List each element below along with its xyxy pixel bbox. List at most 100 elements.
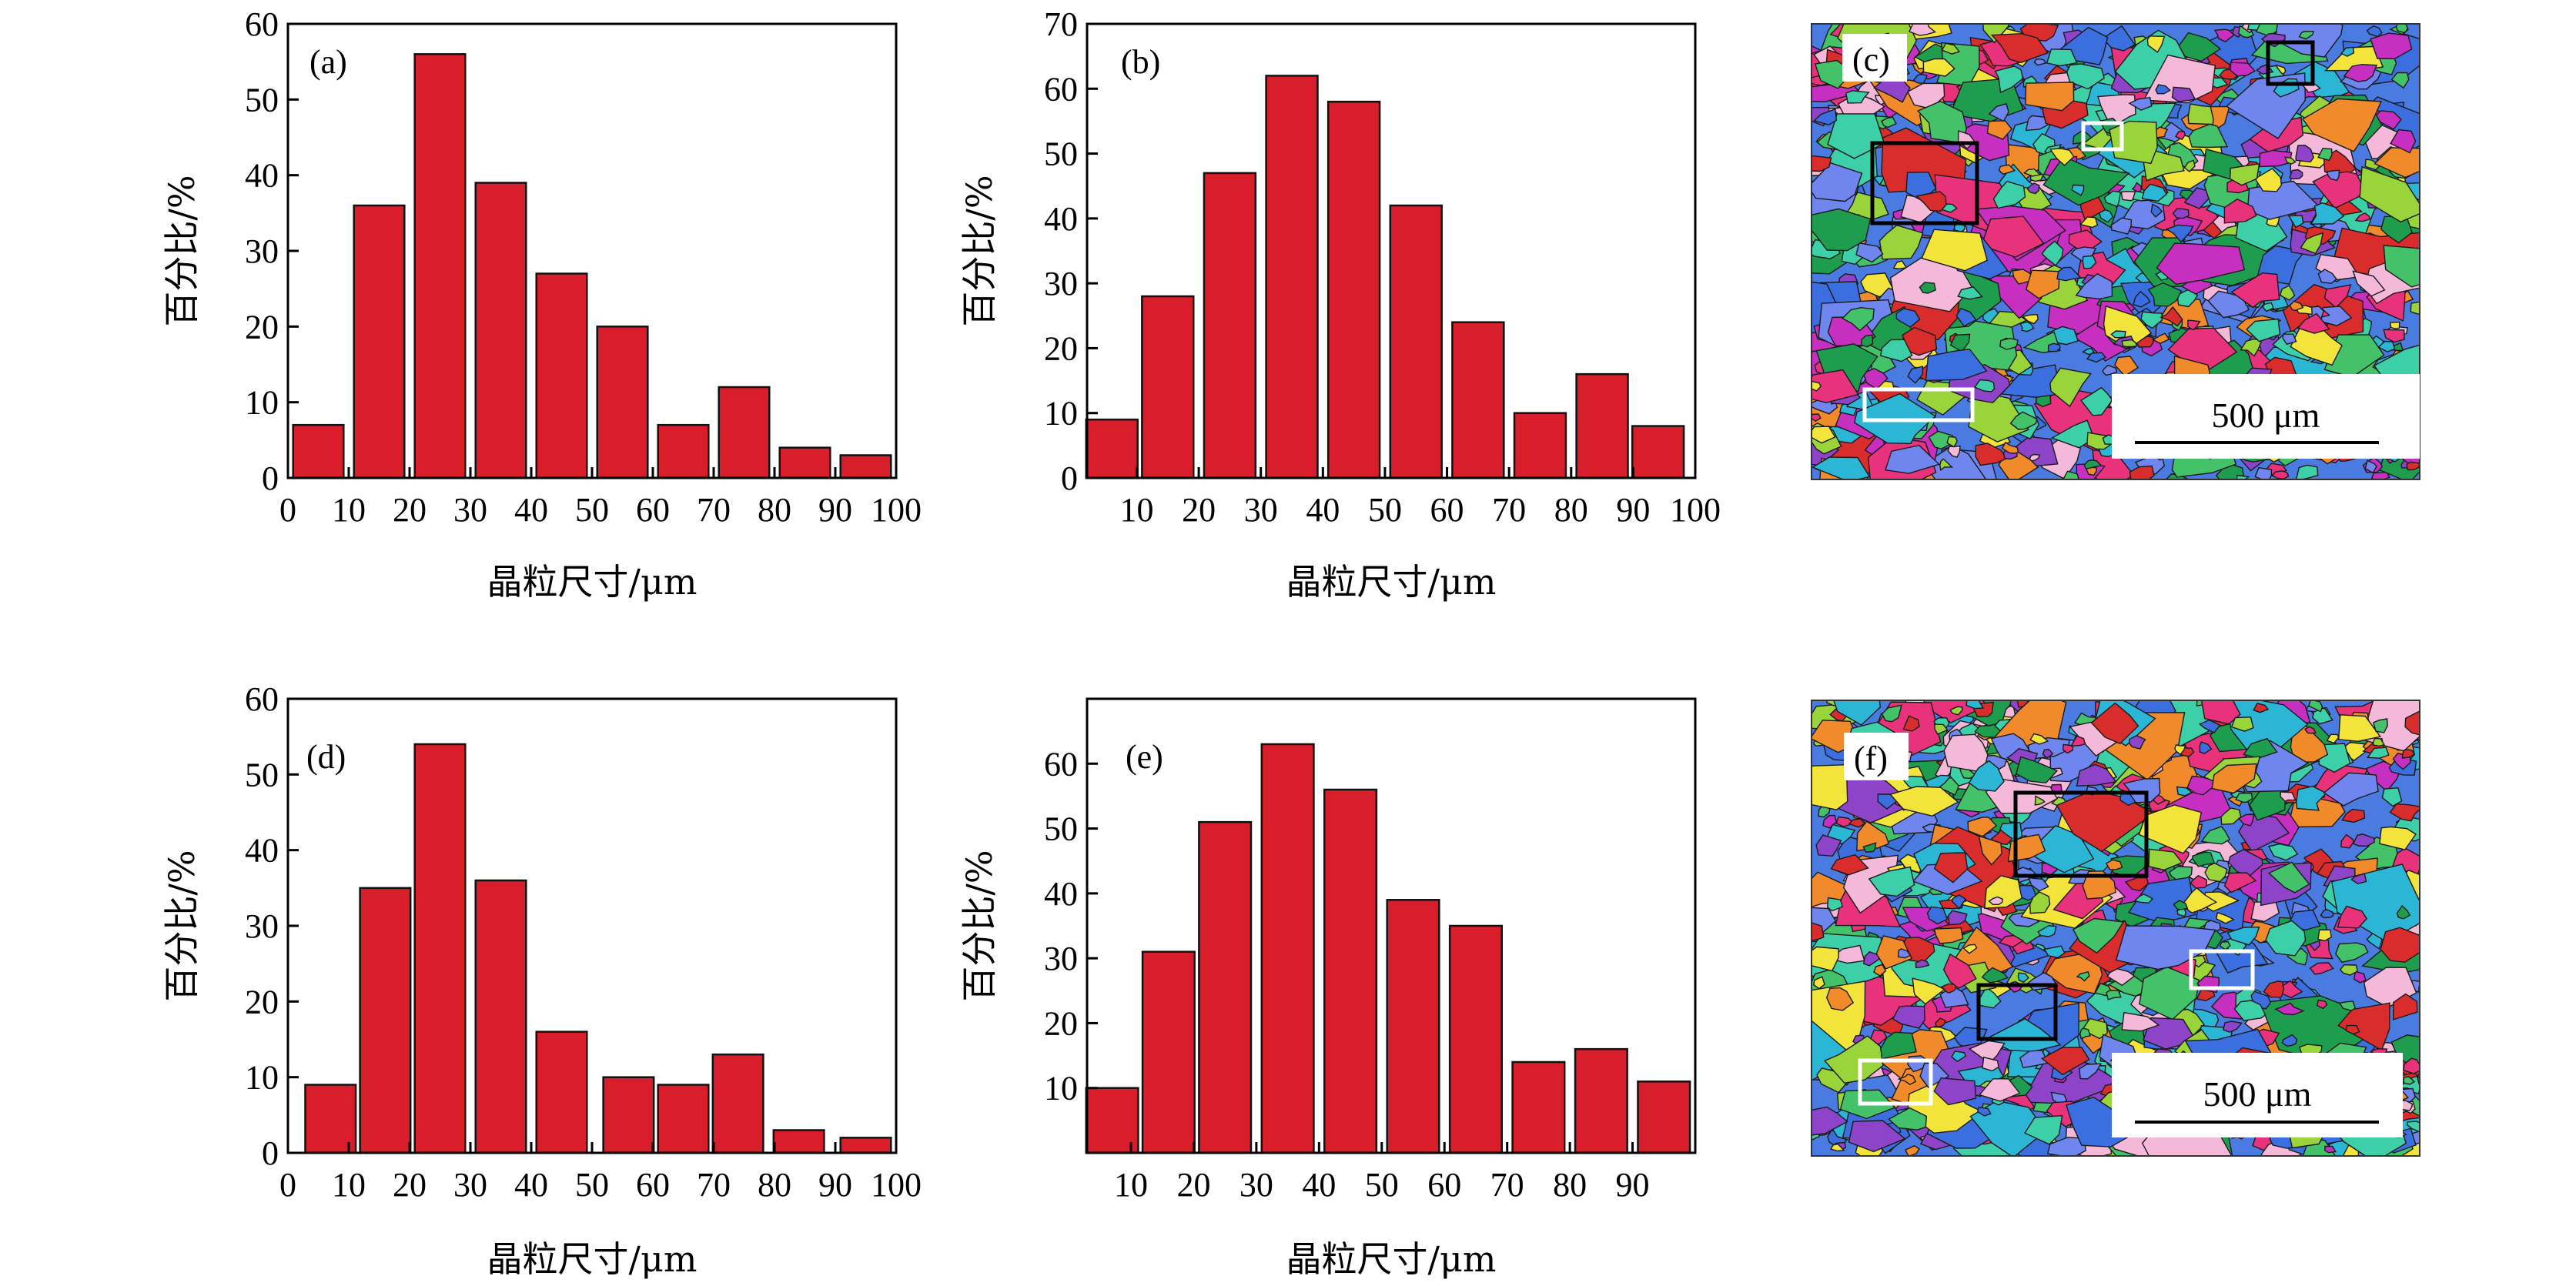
x-ticks-d: 0 10 20 30 40 50 60 70 80 90 100: [279, 1142, 922, 1204]
grain: [2396, 904, 2411, 920]
grain: [2320, 909, 2334, 919]
bar-b-9: [1631, 425, 1685, 479]
x-axis-label-b: 晶粒尺寸/μm: [1286, 561, 1496, 603]
grain: [1856, 820, 1890, 852]
grain: [1855, 242, 1884, 263]
grain: [2138, 804, 2203, 854]
grain: [1812, 162, 1863, 202]
highlight-box-white-f1: [2189, 949, 2255, 990]
x-tick-label-d-8: 80: [758, 1166, 791, 1204]
grain: [2219, 940, 2231, 950]
bar-e-4: [1323, 788, 1378, 1154]
grain: [2222, 1020, 2243, 1033]
grain: [2354, 212, 2371, 222]
grain: [1935, 1017, 1947, 1027]
grain: [2019, 321, 2035, 332]
grain: [1888, 1107, 1928, 1131]
grain: [2283, 156, 2297, 165]
grain: [1873, 964, 1887, 977]
grain: [1812, 946, 1839, 972]
x-tick-label-b-0: 10: [1119, 491, 1153, 529]
x-tick-label-b-9: 100: [1670, 491, 1721, 529]
y-tick-label-a-5: 50: [245, 81, 279, 119]
y-tick-label-a-4: 40: [245, 157, 279, 195]
grain: [1919, 282, 1936, 294]
bar-a-0: [292, 423, 345, 479]
grain: [2110, 217, 2133, 235]
grain: [2406, 461, 2420, 471]
grain: [2323, 284, 2352, 309]
grain: [2000, 364, 2062, 399]
grain: [2110, 330, 2126, 339]
grain: [2001, 441, 2019, 454]
grain: [2173, 900, 2189, 910]
bar-e-0: [1085, 1087, 1139, 1154]
grain: [2274, 1002, 2305, 1016]
grain: [2159, 306, 2183, 327]
grain: [2309, 962, 2334, 975]
grain: [2364, 459, 2377, 474]
highlight-box-black-c2: [2266, 40, 2315, 86]
grain: [2103, 305, 2153, 350]
grain: [2317, 929, 2332, 942]
grain: [1928, 430, 1954, 450]
grain: [2188, 123, 2229, 149]
scale-bar-box-c: [2112, 374, 2420, 459]
grain: [2402, 1076, 2416, 1085]
grain: [1833, 700, 1882, 726]
grain: [2404, 710, 2420, 736]
grain: [2353, 970, 2367, 984]
grain: [2289, 169, 2303, 180]
chart-e: 10 20 30 40 50 60 10 20 30 40 50 60 70 80 90 (e) 晶粒尺寸…: [958, 697, 1697, 1280]
x-tick-label-e-8: 90: [1616, 1166, 1650, 1204]
grain: [1978, 835, 2002, 866]
grain: [2049, 148, 2075, 166]
bars-d: [304, 743, 892, 1154]
grain: [2043, 945, 2066, 959]
grain: [2080, 386, 2113, 416]
grain: [2200, 826, 2231, 845]
grain: [2174, 743, 2186, 756]
bar-a-5: [596, 326, 649, 479]
grain: [2265, 920, 2307, 957]
bar-d-3: [474, 879, 527, 1154]
grain: [2081, 1017, 2108, 1040]
x-tick-label-e-7: 80: [1553, 1166, 1587, 1204]
grain: [2259, 149, 2293, 168]
grain: [2199, 741, 2213, 754]
grain: [2237, 813, 2255, 827]
bars-a: [292, 53, 892, 479]
grain: [2401, 749, 2416, 759]
grain: [1975, 443, 2009, 466]
y-tick-label-a-0: 0: [262, 459, 279, 497]
grain: [2076, 763, 2117, 787]
bar-e-8: [1574, 1047, 1628, 1154]
grain: [2041, 1047, 2090, 1076]
grain: [1813, 976, 1825, 990]
grain: [2326, 169, 2340, 182]
grain: [1874, 1031, 1917, 1061]
x-axis-label-a: 晶粒尺寸/μm: [487, 561, 697, 603]
y-tick-label-b-0: 0: [1061, 459, 1078, 497]
grain: [2041, 240, 2064, 267]
y-tick-label-d-1: 10: [245, 1059, 279, 1097]
grain: [2345, 1024, 2360, 1035]
x-tick-label-e-4: 50: [1365, 1166, 1399, 1204]
grain: [2046, 48, 2078, 67]
y-axis-label-e: 百分比/%: [958, 850, 1000, 1001]
grain: [2148, 848, 2183, 871]
highlight-box-white-c2: [1862, 387, 1975, 423]
grain: [2086, 352, 2106, 363]
grain: [2191, 851, 2216, 867]
grain: [2042, 155, 2130, 206]
bar-d-7: [711, 1053, 764, 1154]
grain: [1907, 366, 1924, 384]
bar-a-8: [778, 446, 831, 479]
grain: [1881, 704, 1902, 723]
grain: [1815, 834, 1842, 857]
grain: [2340, 46, 2355, 57]
y-tick-label-a-2: 20: [245, 308, 279, 346]
grain: [1942, 953, 1977, 989]
x-tick-label-b-8: 90: [1616, 491, 1650, 529]
y-ticks-a: 0 10 20 30 40 50 60: [245, 5, 299, 497]
